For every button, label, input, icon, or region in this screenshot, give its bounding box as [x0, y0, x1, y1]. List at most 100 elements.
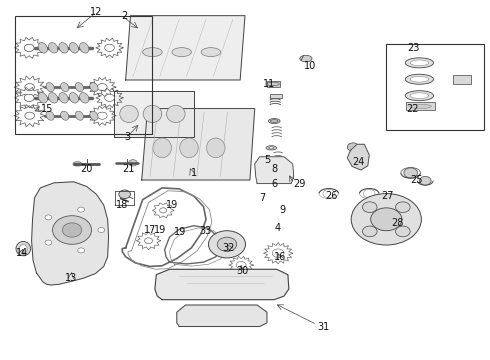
Ellipse shape: [405, 74, 434, 84]
Text: 8: 8: [272, 164, 278, 174]
Text: 29: 29: [294, 179, 306, 189]
Text: 17: 17: [144, 225, 156, 235]
Bar: [406, 103, 435, 111]
Ellipse shape: [61, 82, 69, 92]
Circle shape: [395, 202, 410, 212]
Ellipse shape: [405, 91, 434, 101]
Ellipse shape: [201, 48, 220, 57]
Circle shape: [45, 215, 52, 220]
Ellipse shape: [20, 245, 27, 252]
Circle shape: [105, 44, 115, 51]
Circle shape: [347, 143, 359, 152]
Polygon shape: [177, 305, 267, 327]
Polygon shape: [115, 91, 194, 137]
Text: 3: 3: [124, 132, 130, 142]
Ellipse shape: [180, 138, 198, 158]
Ellipse shape: [410, 76, 429, 82]
Circle shape: [272, 249, 284, 257]
Ellipse shape: [38, 42, 48, 53]
Text: 20: 20: [80, 164, 93, 174]
Text: 27: 27: [381, 191, 394, 201]
Text: 18: 18: [116, 200, 128, 210]
Ellipse shape: [49, 93, 58, 103]
Circle shape: [77, 207, 84, 212]
Text: 1: 1: [192, 168, 197, 178]
Ellipse shape: [153, 138, 172, 158]
Text: 32: 32: [223, 243, 235, 253]
Ellipse shape: [46, 82, 54, 92]
Circle shape: [419, 176, 431, 185]
Ellipse shape: [16, 242, 30, 256]
Ellipse shape: [90, 82, 98, 92]
Ellipse shape: [38, 93, 48, 103]
Text: 4: 4: [274, 223, 280, 233]
Circle shape: [217, 237, 237, 251]
Circle shape: [371, 208, 402, 231]
Polygon shape: [255, 157, 294, 184]
Ellipse shape: [120, 105, 138, 122]
Circle shape: [404, 168, 417, 178]
Polygon shape: [347, 144, 369, 170]
Bar: [270, 94, 282, 98]
Text: 12: 12: [90, 7, 102, 17]
Ellipse shape: [69, 42, 78, 53]
Text: 33: 33: [200, 226, 212, 236]
Ellipse shape: [90, 111, 98, 120]
Text: 30: 30: [236, 266, 248, 276]
Bar: [453, 75, 471, 84]
Text: 7: 7: [260, 193, 266, 203]
Circle shape: [363, 202, 377, 212]
Circle shape: [236, 261, 246, 269]
Ellipse shape: [59, 42, 68, 53]
Ellipse shape: [167, 105, 185, 122]
Circle shape: [24, 44, 34, 51]
Ellipse shape: [75, 82, 83, 92]
Text: 16: 16: [273, 252, 286, 262]
Bar: [386, 44, 484, 130]
Circle shape: [98, 228, 105, 233]
Ellipse shape: [267, 82, 279, 86]
Circle shape: [52, 216, 92, 244]
Text: 5: 5: [265, 156, 271, 165]
Polygon shape: [31, 182, 109, 285]
Text: 2: 2: [121, 11, 127, 21]
Ellipse shape: [274, 175, 282, 178]
Circle shape: [364, 189, 375, 198]
Circle shape: [351, 194, 421, 245]
Circle shape: [363, 226, 377, 237]
Text: 19: 19: [166, 200, 178, 210]
Circle shape: [62, 223, 82, 237]
Ellipse shape: [49, 42, 58, 53]
Ellipse shape: [172, 48, 192, 57]
Text: 15: 15: [41, 104, 54, 113]
Circle shape: [77, 248, 84, 253]
Text: 24: 24: [352, 157, 365, 167]
Ellipse shape: [269, 147, 274, 149]
Circle shape: [128, 159, 137, 166]
Circle shape: [105, 94, 115, 102]
Text: 19: 19: [174, 227, 187, 237]
Ellipse shape: [75, 111, 83, 120]
Circle shape: [119, 190, 130, 199]
Circle shape: [24, 94, 34, 102]
Text: 19: 19: [153, 225, 166, 235]
Text: 10: 10: [303, 61, 316, 71]
Ellipse shape: [79, 93, 89, 103]
Ellipse shape: [410, 93, 429, 99]
Text: 28: 28: [391, 218, 404, 228]
Ellipse shape: [143, 105, 162, 122]
Ellipse shape: [79, 42, 89, 53]
Ellipse shape: [46, 111, 54, 120]
Text: 26: 26: [325, 191, 338, 201]
Bar: [268, 81, 280, 87]
Text: 14: 14: [16, 248, 28, 258]
Ellipse shape: [410, 104, 431, 109]
Ellipse shape: [405, 58, 434, 68]
Polygon shape: [125, 16, 245, 80]
Ellipse shape: [266, 146, 277, 150]
Ellipse shape: [59, 93, 68, 103]
Ellipse shape: [269, 118, 280, 123]
Text: 25: 25: [411, 175, 423, 185]
Text: 31: 31: [317, 322, 329, 332]
Circle shape: [45, 240, 52, 245]
